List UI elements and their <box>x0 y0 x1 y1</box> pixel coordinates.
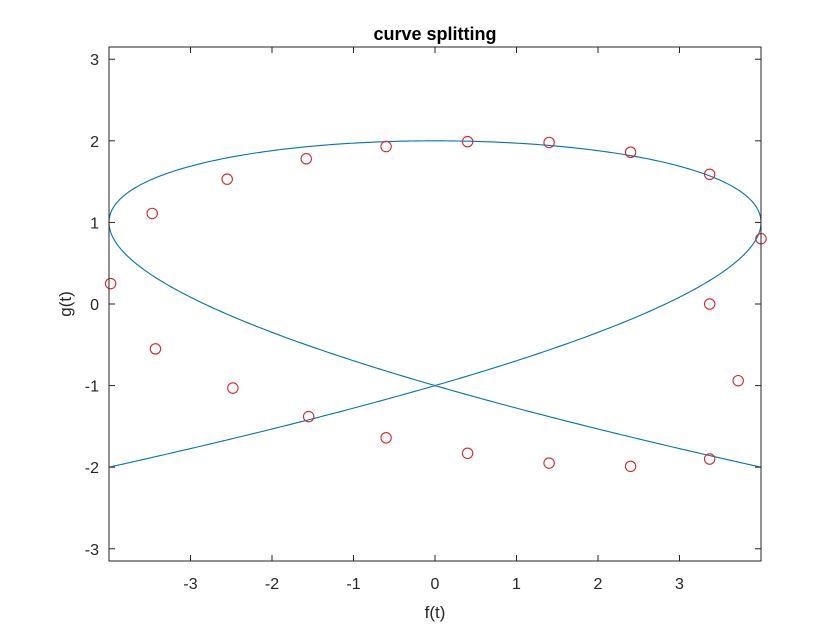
sample-point-marker <box>461 447 474 460</box>
sample-point-marker <box>624 460 637 473</box>
sample-point-marker <box>732 374 744 387</box>
sample-point-marker <box>380 432 392 444</box>
sample-point-marker <box>380 140 392 153</box>
y-tick-label: -1 <box>85 379 99 396</box>
chart-title: curve splitting <box>373 24 496 44</box>
y-tick-label: 2 <box>90 134 99 151</box>
y-tick-label: 3 <box>90 52 99 69</box>
x-tick-label: -2 <box>265 576 279 593</box>
sample-point-marker <box>703 168 716 181</box>
x-tick-label: 3 <box>675 576 684 593</box>
sample-point-marker <box>300 153 312 165</box>
axes-layer: -3 -2 -1 0 1 2 3 -3 -2 -1 0 1 2 3 <box>85 46 762 593</box>
x-tick-label: -1 <box>346 576 360 593</box>
x-tick-label: -3 <box>183 576 197 593</box>
y-axis-label: g(t) <box>56 291 75 317</box>
curve-line <box>109 140 761 468</box>
sample-point-marker <box>703 298 716 310</box>
sample-point-marker <box>703 453 716 465</box>
sample-point-marker <box>461 135 474 148</box>
sample-point-marker <box>146 207 158 220</box>
x-tick-label: 0 <box>431 576 440 593</box>
sample-point-marker <box>543 136 555 149</box>
y-tick-label: 0 <box>90 297 99 314</box>
y-tick-label: -2 <box>85 460 99 477</box>
y-tick-label: 1 <box>90 215 99 232</box>
sample-point-marker <box>624 146 637 158</box>
x-tick-label: 2 <box>594 576 603 593</box>
sample-point-marker <box>104 277 117 290</box>
x-axis-label: f(t) <box>425 603 446 622</box>
plot-area <box>109 47 761 561</box>
sample-point-marker <box>227 382 239 394</box>
sample-point-marker <box>543 457 555 469</box>
sample-point-marker <box>149 343 162 355</box>
x-tick-label: 1 <box>512 576 521 593</box>
plot-layer <box>104 47 767 561</box>
sample-point-marker <box>221 173 233 185</box>
sample-point-marker <box>302 410 315 423</box>
y-tick-label: -3 <box>85 542 99 559</box>
